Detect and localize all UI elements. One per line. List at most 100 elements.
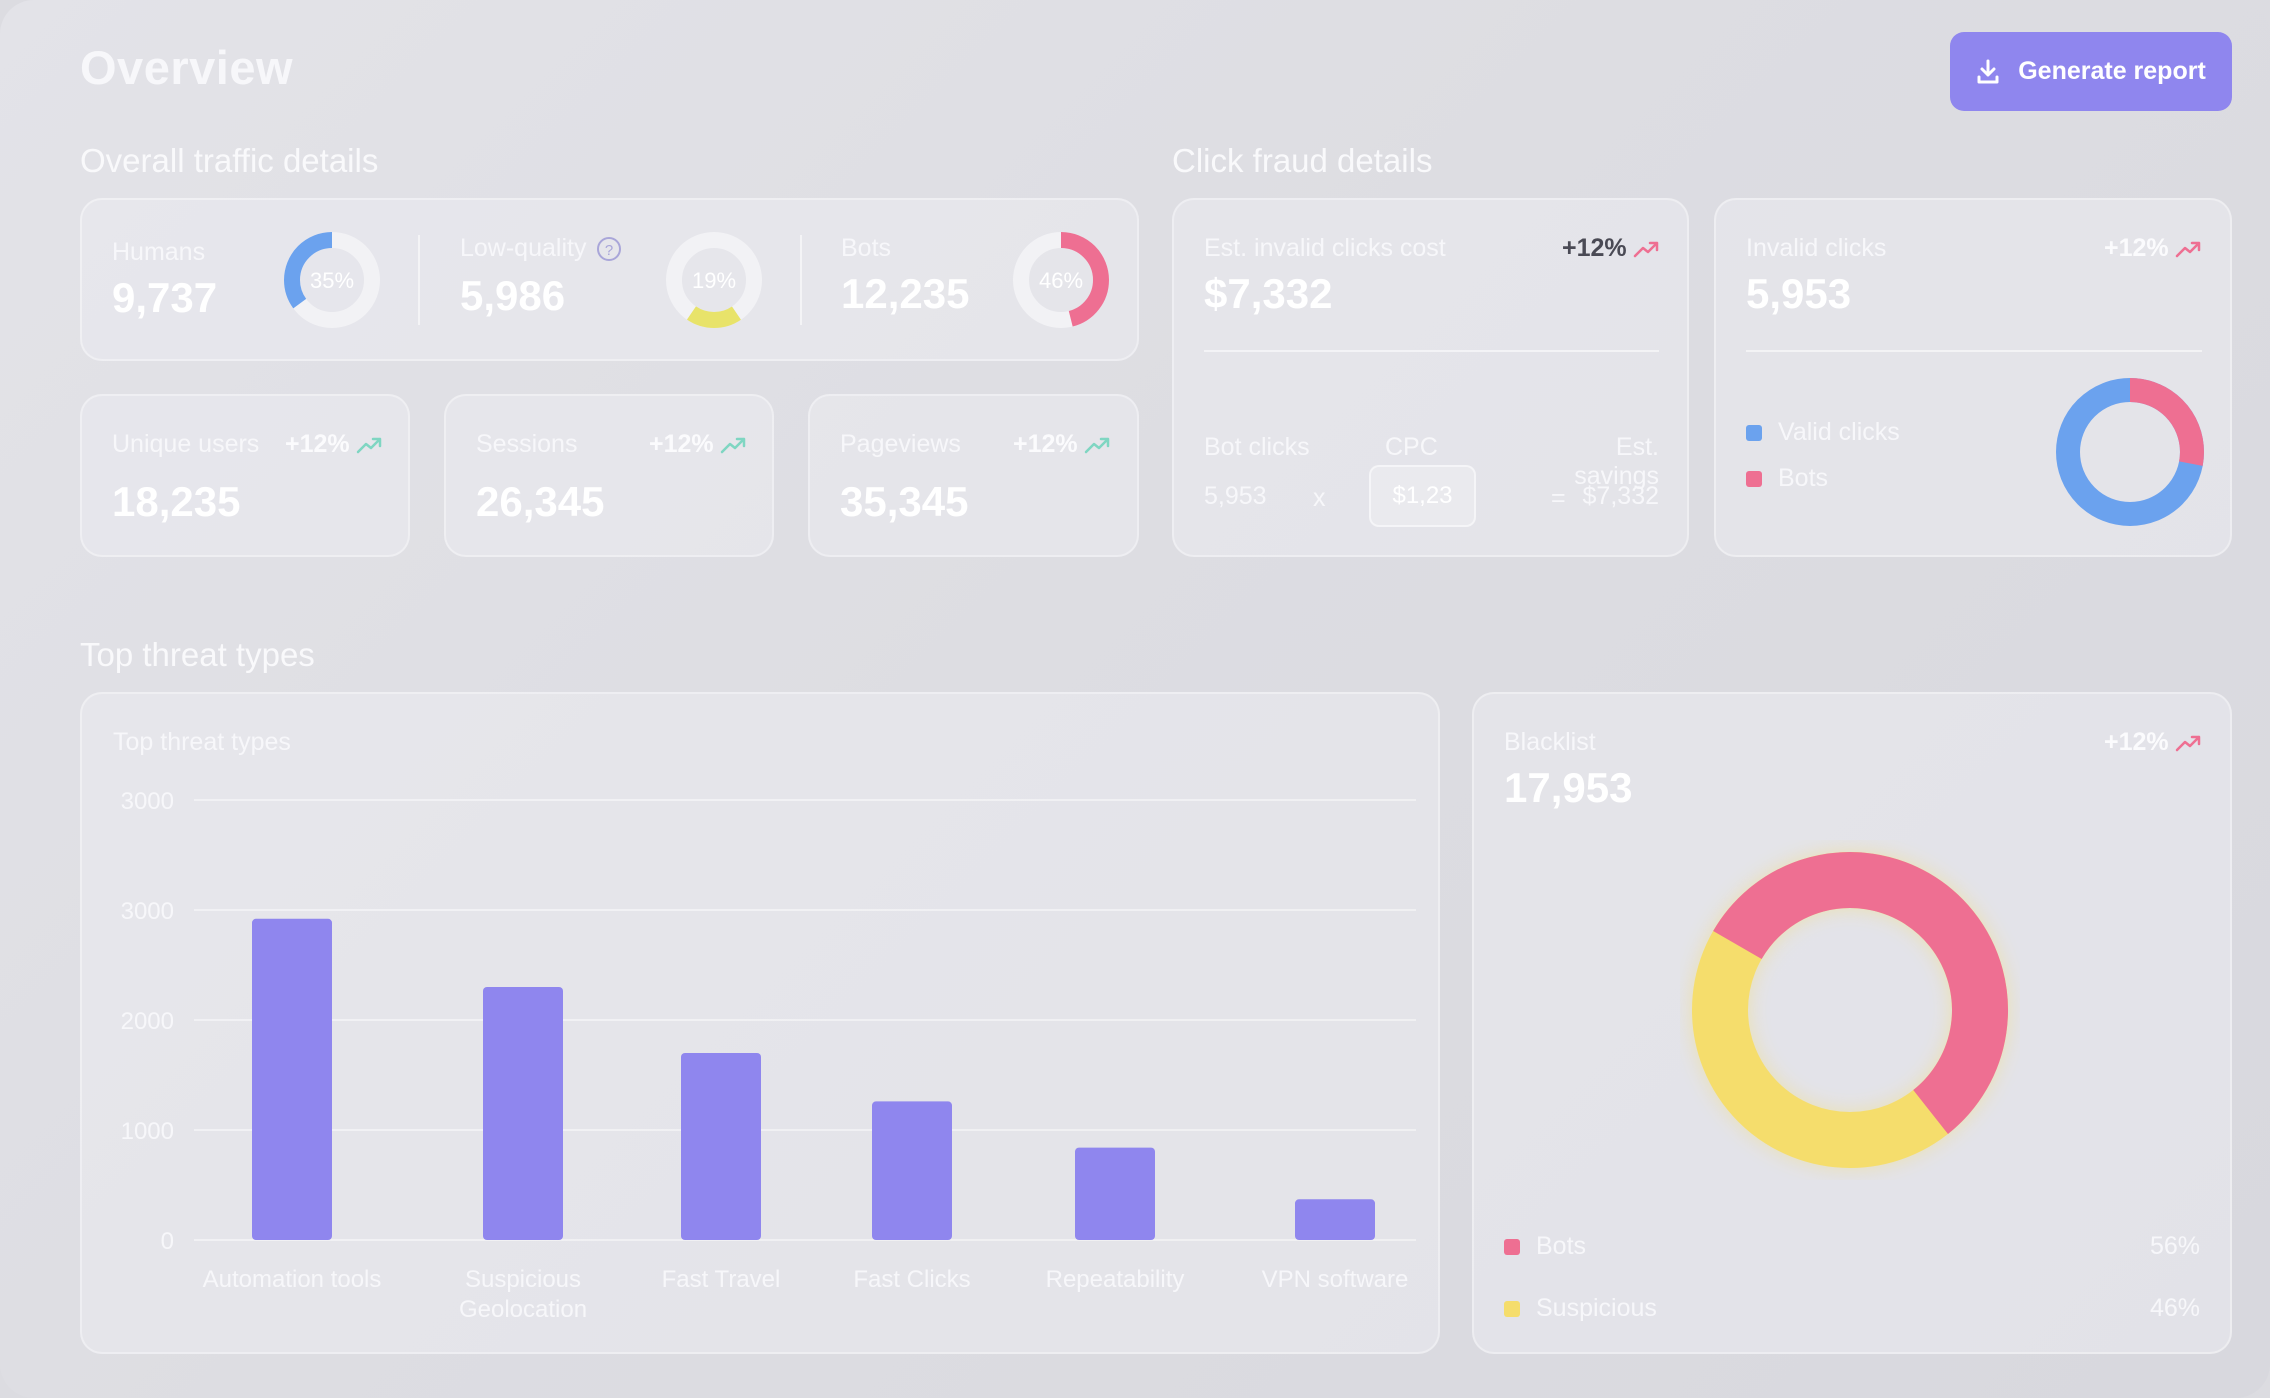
stat-card-pageviews: Pageviews +12% 35,345: [808, 394, 1139, 557]
legend-item-bots: Bots: [1746, 464, 1828, 493]
stat-label: Pageviews: [840, 430, 961, 458]
savings-value: $7,332: [1582, 482, 1659, 510]
blacklist-legend-bots-percent: 56%: [2149, 1232, 2200, 1260]
page-title: Overview: [80, 41, 294, 94]
stat-change-value: +12%: [1013, 430, 1078, 458]
y-tick-label: 0: [161, 1228, 174, 1255]
bar-vpn-software[interactable]: [1295, 1199, 1375, 1240]
legend-label: Bots: [1536, 1232, 1587, 1260]
threats-bar-chart: 3000 3000 2000 1000 0 Automation tools Suspici…: [121, 788, 1416, 1323]
stat-change-value: +12%: [285, 430, 350, 458]
legend-swatch: [1746, 425, 1762, 442]
y-tick-label: 3000: [121, 788, 174, 815]
low-quality-label-row: Low-quality ?: [460, 234, 622, 263]
stat-card-sessions: Sessions +12% 26,345: [444, 394, 774, 557]
stat-change-value: +12%: [649, 430, 714, 458]
humans-donut-arc: [284, 232, 380, 328]
legend-swatch: [1504, 1301, 1520, 1318]
trend-up-icon: [1633, 241, 1658, 257]
invalid-clicks-change-value: +12%: [2104, 234, 2169, 262]
blacklist-donut-bots-arc: [1692, 852, 2008, 1168]
low-quality-percent: 19%: [692, 268, 736, 293]
stat-value: 35,345: [840, 478, 969, 525]
bots-value: 12,235: [841, 270, 970, 317]
low-quality-value: 5,986: [460, 272, 566, 319]
blacklist-label: Blacklist: [1504, 728, 1596, 756]
stat-label: Sessions: [476, 430, 578, 458]
svg-text:?: ?: [605, 242, 613, 259]
x-tick-label: Geolocation: [459, 1296, 587, 1323]
traffic-divider-1: [418, 235, 420, 325]
trend-up-icon: [2175, 241, 2200, 257]
traffic-section-title: Overall traffic details: [80, 142, 379, 179]
invalid-clicks-change: +12%: [2104, 234, 2201, 263]
trend-up-icon: [356, 437, 381, 453]
y-tick-label: 3000: [121, 898, 174, 925]
stat-label: Unique users: [112, 430, 260, 458]
stat-change: +12%: [649, 430, 746, 459]
x-tick-label: Suspicious: [465, 1266, 581, 1293]
fraud-section-title: Click fraud details: [1172, 142, 1433, 179]
trend-up-icon: [1084, 437, 1109, 453]
cost-change-value: +12%: [1562, 234, 1627, 262]
bot-clicks-value: 5,953: [1204, 482, 1267, 510]
x-tick-label: Repeatability: [1046, 1266, 1185, 1293]
blacklist-legend-suspicious: Suspicious: [1504, 1294, 1657, 1323]
trend-up-icon: [720, 437, 745, 453]
x-tick-label: Fast Travel: [662, 1266, 781, 1293]
bots-donut-arc: [1013, 232, 1109, 328]
y-tick-label: 2000: [121, 1008, 174, 1035]
legend-label: Bots: [1778, 464, 1829, 492]
invalid-clicks-label: Invalid clicks: [1746, 234, 1887, 262]
humans-donut: 35%: [284, 232, 380, 328]
equals-sign: =: [1551, 484, 1566, 512]
stat-change: +12%: [285, 430, 382, 459]
humans-percent: 35%: [310, 268, 354, 293]
cpc-input[interactable]: $1,23: [1369, 465, 1476, 527]
x-tick-label: Automation tools: [203, 1266, 382, 1293]
stat-value: 18,235: [112, 478, 241, 525]
bar-fast-clicks[interactable]: [872, 1101, 952, 1240]
threats-chart-card: Top threat types 3000 3000 2000 1000 0 Automa…: [80, 692, 1440, 1354]
y-tick-label: 1000: [121, 1118, 174, 1145]
traffic-divider-2: [800, 235, 802, 325]
cost-value: $7,332: [1204, 270, 1333, 317]
generate-report-button[interactable]: Generate report: [1950, 32, 2232, 111]
invalid-divider: [1746, 350, 2202, 352]
stat-card-unique-users: Unique users +12% 18,235: [80, 394, 410, 557]
invalid-donut-bots-arc: [2056, 378, 2204, 526]
help-icon[interactable]: ?: [596, 236, 622, 262]
low-quality-donut: 19%: [666, 232, 762, 328]
blacklist-change-value: +12%: [2104, 728, 2169, 756]
stat-change: +12%: [1013, 430, 1110, 459]
bar-repeatability[interactable]: [1075, 1147, 1155, 1240]
bar-fast-travel[interactable]: [681, 1053, 761, 1240]
cost-label: Est. invalid clicks cost: [1204, 234, 1446, 262]
trend-up-icon: [2175, 735, 2200, 751]
bots-donut: 46%: [1013, 232, 1109, 328]
bar-automation-tools[interactable]: [252, 918, 332, 1240]
x-tick-label: Fast Clicks: [853, 1266, 970, 1293]
bots-label: Bots: [841, 234, 892, 262]
generate-report-label: Generate report: [2018, 57, 2206, 85]
savings-label: Est. savings: [1574, 433, 1659, 490]
download-icon: [1977, 59, 1999, 83]
legend-label: Suspicious: [1536, 1294, 1657, 1322]
blacklist-card: Blacklist +12% 17,953 Bots 56% Suspiciou…: [1472, 692, 2232, 1354]
invalid-clicks-card: Invalid clicks +12% 5,953 Valid clicks B…: [1714, 198, 2232, 557]
times-sign: x: [1313, 484, 1326, 512]
bar-suspicious-geolocation[interactable]: [483, 987, 563, 1240]
threats-section-title: Top threat types: [80, 636, 315, 673]
blacklist-legend-bots: Bots: [1504, 1232, 1586, 1261]
legend-item-valid-clicks: Valid clicks: [1746, 418, 1900, 447]
traffic-card: Humans 9,737 35% Low-quality ? 5,986 19%…: [80, 198, 1139, 361]
low-quality-label: Low-quality: [460, 234, 587, 262]
cost-change: +12%: [1562, 234, 1659, 263]
humans-value: 9,737: [112, 274, 218, 321]
x-tick-label: VPN software: [1262, 1266, 1409, 1293]
stat-value: 26,345: [476, 478, 605, 525]
blacklist-value: 17,953: [1504, 764, 1633, 811]
humans-label: Humans: [112, 238, 206, 266]
legend-swatch: [1746, 471, 1762, 488]
